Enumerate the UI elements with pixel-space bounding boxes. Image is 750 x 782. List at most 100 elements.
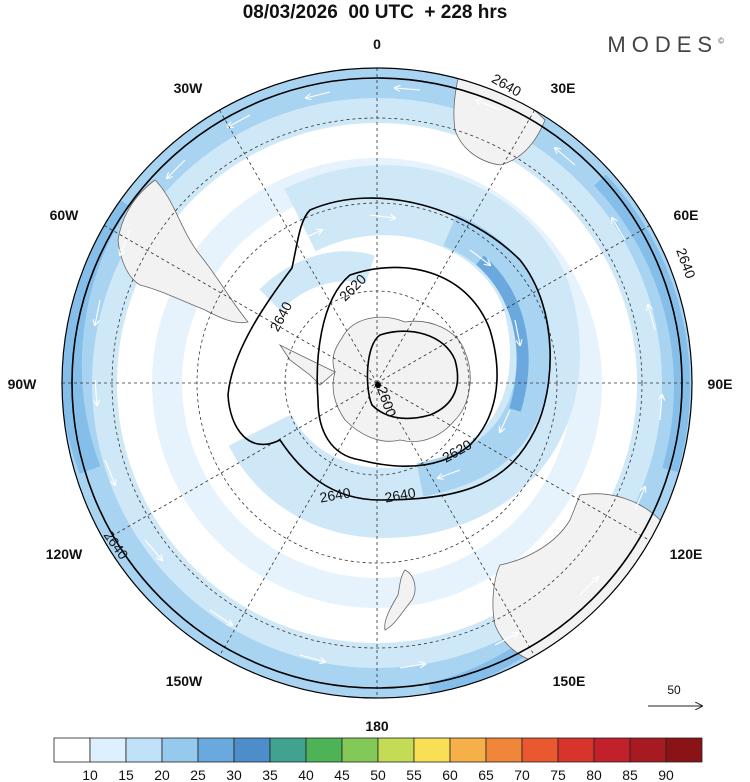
wind-arrow [469, 249, 490, 265]
wind-arrow [299, 230, 322, 241]
contour-2640-outer [71, 77, 683, 689]
reference-vector-label: 50 [667, 683, 681, 697]
wind-arrow [369, 215, 395, 218]
colorbar-swatch [521, 737, 559, 763]
colorbar-swatch [665, 737, 703, 763]
logo-copyright-mark: © [718, 36, 724, 46]
wind-arrow [438, 469, 461, 478]
vortex-jet-core [416, 214, 552, 497]
colorbar-tick-label: 25 [190, 767, 206, 782]
colorbar-swatch [629, 737, 667, 763]
land-masses [117, 69, 663, 698]
colorbar: 10 15 20 25 30 35 40 45 50 55 60 65 70 75 80 85 90 [53, 737, 703, 782]
wind-arrow [494, 633, 518, 646]
contour-2620 [316, 266, 498, 468]
wind-arrow [399, 664, 425, 669]
wind-arrow [634, 487, 645, 511]
colorbar-tick-label: 30 [226, 767, 242, 782]
colorbar-swatch [413, 737, 451, 763]
wind-arrow [144, 539, 162, 560]
wind-arrow [555, 148, 576, 166]
wind-arrow [306, 91, 331, 98]
longitude-labels: 0 30E 60E 90E 120E 150E 180 150W 120W 90… [8, 36, 733, 734]
lon-label-180: 180 [365, 718, 389, 734]
wind-arrow [476, 100, 501, 111]
lon-label-120w: 120W [46, 546, 83, 562]
wind-vectors [95, 88, 662, 669]
colorbar-swatch [449, 737, 487, 763]
wind-arrow [660, 395, 662, 421]
wind-arrow [95, 299, 101, 325]
colorbar-swatch [53, 737, 91, 763]
lon-label-90e: 90E [708, 376, 733, 392]
south-america [117, 179, 249, 324]
reference-vector: 50 [648, 683, 702, 706]
lon-label-90w: 90W [8, 376, 38, 392]
modes-logo: MODES© [607, 32, 724, 58]
colorbar-tick-label: 60 [442, 767, 458, 782]
map-disk [62, 68, 692, 698]
lon-label-150w: 150W [166, 673, 203, 689]
wind-arrow [648, 305, 656, 331]
lon-label-60e: 60E [674, 207, 699, 223]
colorbar-swatch [197, 737, 235, 763]
colorbar-swatch [305, 737, 343, 763]
colorbar-tick-label: 40 [298, 767, 314, 782]
colorbar-tick-label: 45 [334, 767, 350, 782]
vortex-jet-north [259, 251, 375, 311]
wind-arrow [514, 319, 520, 345]
island-south [451, 694, 467, 698]
wind-arrow [209, 609, 232, 625]
new-zealand [384, 569, 416, 631]
colorbar-swatch [269, 737, 307, 763]
lon-label-60w: 60W [50, 207, 80, 223]
lon-label-30e: 30E [551, 80, 576, 96]
colorbar-tick-label: 15 [118, 767, 134, 782]
colorbar-tick-label: 50 [370, 767, 386, 782]
wind-arrow [612, 218, 626, 241]
colorbar-swatch [593, 737, 631, 763]
contour-label: 2640 [383, 484, 417, 505]
colorbar-tick-label: 20 [154, 767, 170, 782]
lon-label-0: 0 [373, 36, 381, 52]
wind-arrow [228, 114, 251, 127]
height-contours [71, 77, 683, 689]
antarctic-peninsula [278, 343, 336, 386]
colorbar-tick-label: 35 [262, 767, 278, 782]
colorbar-tick-label: 80 [586, 767, 602, 782]
colorbar-tick-label: 55 [406, 767, 422, 782]
logo-text: MODES [607, 32, 719, 57]
colorbar-swatch [377, 737, 415, 763]
lon-label-30w: 30W [174, 80, 204, 96]
contour-label: 2640 [318, 484, 352, 505]
wind-arrow [395, 88, 421, 90]
jet-max-west [62, 193, 130, 474]
lon-label-150e: 150E [553, 673, 586, 689]
colorbar-swatch [341, 737, 379, 763]
lon-label-120e: 120E [670, 546, 703, 562]
south-pole-marker [375, 382, 381, 388]
vortex-jet-max [475, 255, 529, 412]
colorbar-swatch [125, 737, 163, 763]
contour-label: 2640 [673, 246, 699, 281]
colorbar-tick-label: 10 [82, 767, 98, 782]
colorbar-swatch [485, 737, 523, 763]
wind-arrow [95, 379, 97, 405]
colorbar-tick-label: 75 [550, 767, 566, 782]
wind-arrow [120, 229, 131, 255]
wind-arrow [579, 577, 598, 596]
colorbar-tick-label: 90 [658, 767, 674, 782]
colorbar-swatch [557, 737, 595, 763]
colorbar-tick-label: 85 [622, 767, 638, 782]
colorbar-swatch [161, 737, 199, 763]
colorbar-swatch [89, 737, 127, 763]
contour-2640-vortex [227, 197, 551, 501]
wind-arrow [299, 654, 325, 662]
map-border [61, 67, 693, 699]
map-title: 08/03/2026 00 UTC + 228 hrs [242, 2, 508, 23]
colorbar-tick-label: 70 [514, 767, 530, 782]
wind-arrow [167, 159, 186, 178]
wind-arrow [104, 459, 115, 485]
wind-arrow [500, 409, 511, 432]
